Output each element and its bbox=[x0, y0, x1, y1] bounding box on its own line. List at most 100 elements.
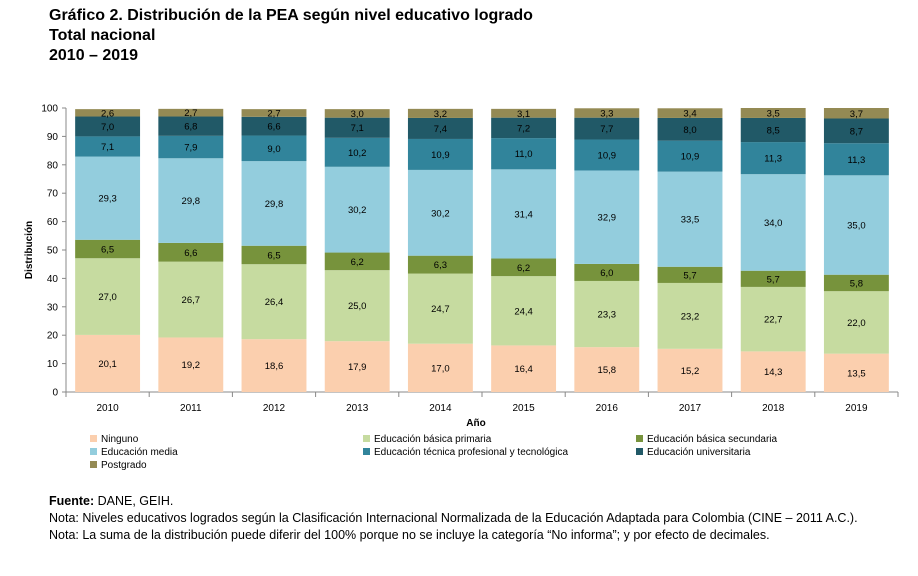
x-tick-label: 2015 bbox=[512, 403, 535, 414]
y-tick-label: 60 bbox=[47, 217, 59, 228]
bar-segment bbox=[657, 266, 723, 283]
bar-segment bbox=[491, 276, 557, 346]
bar-segment bbox=[574, 347, 640, 392]
y-tick-label: 50 bbox=[47, 246, 59, 257]
bar-segment bbox=[158, 242, 224, 262]
y-tick-label: 70 bbox=[47, 189, 59, 200]
bar-segment bbox=[407, 255, 473, 274]
bar-segment bbox=[324, 252, 390, 271]
data-label: 32,9 bbox=[598, 213, 617, 224]
legend-swatch bbox=[90, 435, 97, 442]
data-label: 30,2 bbox=[431, 208, 450, 219]
data-label: 7,1 bbox=[101, 142, 114, 153]
data-label: 29,8 bbox=[265, 199, 284, 210]
bar-segment bbox=[823, 143, 889, 176]
bar-segment bbox=[574, 139, 640, 171]
y-tick-label: 90 bbox=[47, 132, 59, 143]
data-label: 23,3 bbox=[598, 310, 617, 321]
bar-segment bbox=[324, 109, 390, 118]
data-label: 3,0 bbox=[351, 109, 364, 120]
data-label: 22,0 bbox=[847, 318, 866, 329]
data-label: 3,7 bbox=[850, 109, 863, 120]
x-tick-label: 2013 bbox=[346, 403, 369, 414]
x-tick-label: 2014 bbox=[429, 403, 452, 414]
data-label: 9,0 bbox=[267, 144, 280, 155]
data-label: 7,7 bbox=[600, 124, 613, 135]
data-label: 25,0 bbox=[348, 301, 367, 312]
legend-swatch bbox=[636, 448, 643, 455]
data-label: 29,3 bbox=[98, 194, 117, 205]
bar-segment bbox=[407, 343, 473, 392]
data-label: 10,9 bbox=[681, 152, 700, 163]
data-label: 10,9 bbox=[431, 150, 450, 161]
data-label: 6,0 bbox=[600, 268, 613, 279]
data-label: 20,1 bbox=[98, 359, 117, 370]
data-label: 13,5 bbox=[847, 368, 866, 379]
bar-segment bbox=[823, 108, 889, 119]
data-label: 34,0 bbox=[764, 218, 783, 229]
data-label: 6,3 bbox=[434, 260, 447, 271]
y-tick-label: 0 bbox=[52, 388, 58, 399]
bar-segment bbox=[823, 353, 889, 392]
bar-segment bbox=[491, 138, 557, 170]
bar-segment bbox=[574, 280, 640, 348]
bar-segment bbox=[657, 140, 723, 172]
data-label: 17,0 bbox=[431, 363, 450, 374]
source-text: DANE, GEIH. bbox=[97, 494, 174, 508]
bar-segment bbox=[75, 136, 141, 157]
bar-segment bbox=[75, 239, 141, 259]
bar-segment bbox=[407, 273, 473, 344]
bar-segment bbox=[657, 117, 723, 141]
data-label: 11,3 bbox=[848, 155, 866, 166]
bar-segment bbox=[407, 108, 473, 118]
legend-swatch bbox=[90, 448, 97, 455]
bar-segment bbox=[657, 282, 723, 349]
data-label: 10,9 bbox=[598, 151, 617, 162]
note-sum: Nota: La suma de la distribución puede d… bbox=[49, 528, 770, 542]
bar-segment bbox=[574, 117, 640, 140]
chart-data-labels: 20,1 27,0 6,5 29,3 7,1 7,0 2,6 19,2 26,7 6,6 29,8 7… bbox=[98, 108, 865, 379]
bar-segment bbox=[158, 261, 224, 338]
bar-segment bbox=[75, 258, 141, 335]
note-classification: Nota: Niveles educativos logrados según … bbox=[49, 511, 858, 525]
data-label: 30,2 bbox=[348, 205, 367, 216]
x-tick-label: 2019 bbox=[845, 403, 868, 414]
legend-label: Educación básica primaria bbox=[374, 434, 492, 445]
x-tick-label: 2012 bbox=[263, 403, 286, 414]
bar-segment bbox=[407, 117, 473, 139]
data-label: 15,2 bbox=[681, 366, 700, 377]
bar-segment bbox=[491, 258, 557, 277]
bar-segment bbox=[740, 286, 806, 352]
bar-segment bbox=[241, 264, 307, 340]
data-label: 11,3 bbox=[764, 154, 782, 165]
data-label: 3,3 bbox=[600, 108, 613, 119]
bar-segment bbox=[491, 108, 557, 118]
data-label: 3,2 bbox=[434, 109, 447, 120]
y-tick-label: 40 bbox=[47, 274, 59, 285]
legend-label: Educación universitaria bbox=[647, 447, 751, 458]
data-label: 8,5 bbox=[767, 126, 780, 137]
data-label: 7,2 bbox=[517, 123, 530, 134]
chart-footer: Fuente: DANE, GEIH. Nota: Niveles educat… bbox=[49, 493, 882, 544]
x-tick-label: 2017 bbox=[679, 403, 702, 414]
bar-segment bbox=[823, 175, 889, 275]
bar-segment bbox=[241, 161, 307, 246]
bar-segment bbox=[740, 351, 806, 392]
bar-segment bbox=[407, 138, 473, 170]
bar-segment bbox=[75, 334, 141, 392]
data-label: 3,5 bbox=[767, 108, 780, 119]
bar-segment bbox=[657, 348, 723, 392]
bar-segment bbox=[324, 341, 390, 392]
bar-segment bbox=[491, 345, 557, 392]
data-label: 27,0 bbox=[98, 292, 117, 303]
bar-segment bbox=[241, 339, 307, 392]
x-tick-label: 2011 bbox=[180, 403, 202, 414]
chart-legend: Ninguno Educación básica primaria Educació… bbox=[90, 434, 778, 471]
bar-segment bbox=[158, 337, 224, 392]
data-label: 33,5 bbox=[681, 215, 700, 226]
bar-segment bbox=[740, 142, 806, 175]
x-tick-label: 2010 bbox=[96, 403, 119, 414]
data-label: 26,7 bbox=[182, 295, 201, 306]
legend-label: Educación técnica profesional y tecnológ… bbox=[374, 447, 568, 458]
bar-segment bbox=[241, 109, 307, 117]
